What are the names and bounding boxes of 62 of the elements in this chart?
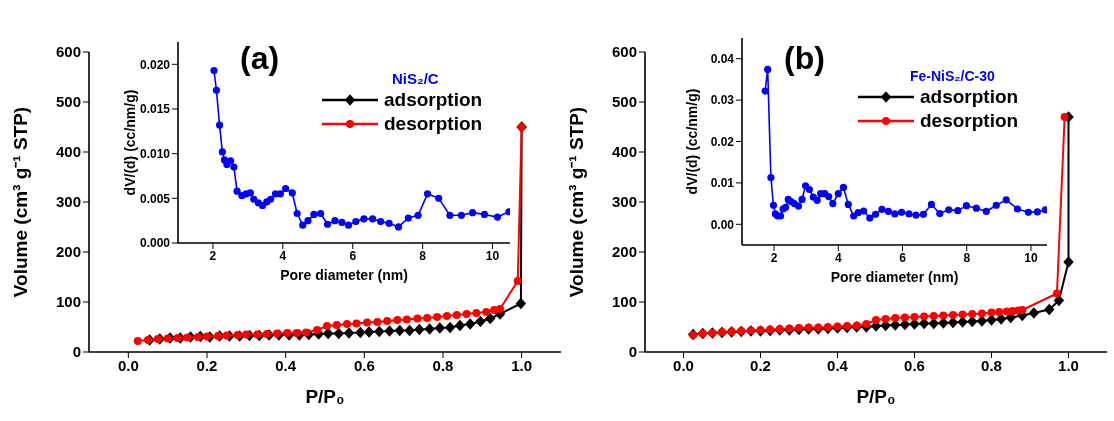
y-tick-label: 0.00 [710,217,735,232]
chart-title: (b) [784,40,825,77]
y-tick-label: 200 [611,243,637,261]
y-tick-label: 0.020 [139,57,171,72]
y-tick-label: 0.005 [139,191,171,206]
x-tick-label: 4 [279,248,287,263]
y-tick-label: 300 [55,193,81,211]
y-tick-label: 400 [55,143,81,161]
y-tick-label: 600 [611,43,637,61]
y-tick-label: 400 [611,143,637,161]
y-axis-title: dV/(d) (cc/nm/g) [122,89,138,196]
y-axis-title: Volume (cm³ g⁻¹ STP) [9,106,31,298]
x-tick-label: 1.0 [511,356,533,374]
x-axis-title: P/P₀ [856,386,896,407]
x-tick-label: 0.8 [432,356,454,374]
x-tick-label: 0.8 [981,356,1002,374]
y-tick-label: 100 [55,293,81,311]
y-tick-label: 0.04 [710,51,735,66]
y-tick-label: 0.015 [139,102,171,117]
y-axis-title: dV/(d) (cc/nm/g) [684,88,700,195]
x-tick-label: 8 [963,250,971,265]
y-tick-label: 0 [628,343,637,361]
y-tick-label: 0.010 [139,146,171,161]
x-tick-label: 0.2 [196,356,218,374]
x-tick-label: 4 [834,250,842,265]
x-axis-title: P/P₀ [305,386,345,407]
x-tick-label: 0.2 [750,356,771,374]
y-tick-label: 600 [55,43,81,61]
legend-label: adsorption [920,85,1019,109]
x-tick-label: 10 [1024,250,1038,265]
x-tick-label: 6 [349,248,357,263]
x-tick-label: 0.6 [353,356,375,374]
y-axis-title: Volume (cm³ g⁻¹ STP) [565,106,587,298]
text: Fe-NiS₂/C-30 [910,68,995,84]
legend-label: desorption [920,109,1019,133]
x-tick-label: 0.4 [827,356,849,374]
y-tick-label: 0.01 [710,176,735,191]
y-tick-label: 0.02 [710,134,735,149]
x-axis-title: Pore diameter (nm) [830,269,959,285]
x-tick-label: 1.0 [1058,356,1079,374]
text: NiS₂/C [392,70,439,87]
chart-title: (a) [240,40,280,77]
y-tick-label: 200 [55,243,81,261]
y-tick-label: 0.03 [710,93,735,108]
x-axis-title: Pore diameter (nm) [280,267,408,283]
y-tick-label: 500 [611,93,637,111]
y-tick-label: 300 [611,193,637,211]
x-tick-label: 0.0 [673,356,694,374]
x-tick-label: 6 [899,250,907,265]
y-tick-label: 500 [55,93,81,111]
legend-label: adsorption [384,88,483,112]
y-tick-label: 0 [72,343,81,361]
y-tick-label: 0.000 [139,236,171,251]
x-tick-label: 2 [209,248,217,263]
x-tick-label: 0.0 [117,356,139,374]
x-tick-label: 0.4 [275,356,297,374]
legend-label: desorption [384,112,483,136]
x-tick-label: 10 [485,248,500,263]
y-tick-label: 100 [611,293,637,311]
x-tick-label: 8 [419,248,427,263]
x-tick-label: 2 [770,250,778,265]
x-tick-label: 0.6 [904,356,925,374]
